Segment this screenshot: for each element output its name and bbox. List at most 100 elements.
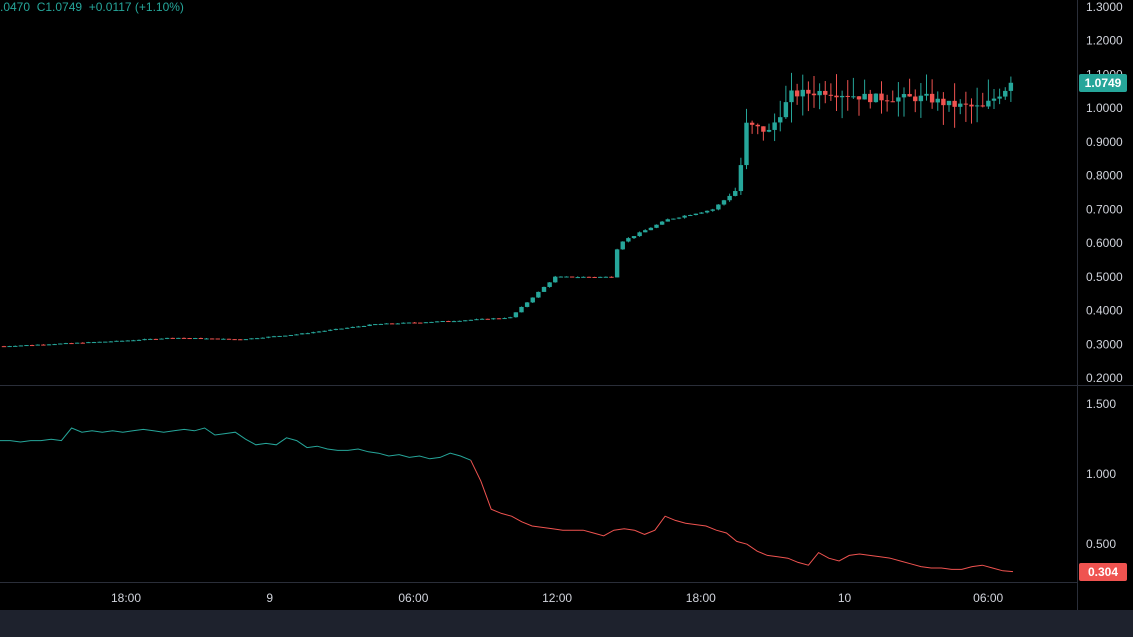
indicator-line-up [0, 427, 471, 461]
candle-body [423, 322, 429, 324]
candle-body [1008, 82, 1014, 91]
candle-body [834, 95, 839, 98]
candle-body [463, 320, 468, 322]
candle-body [406, 322, 412, 324]
bottom-toolbar-strip [0, 610, 1133, 637]
candle-body [440, 321, 445, 323]
candle-body [884, 100, 890, 102]
price-tick-label: 0.4000 [1086, 304, 1123, 318]
candle-body [344, 327, 350, 329]
candle-body [193, 338, 198, 340]
price-tick-label: 0.9000 [1086, 135, 1123, 149]
candle-body [918, 95, 924, 102]
candle-body [609, 276, 614, 278]
candle-body [710, 209, 715, 211]
time-tick-label: 06:00 [398, 591, 428, 605]
candle-body [103, 341, 108, 343]
candle-body [620, 241, 625, 250]
candle-body [7, 346, 12, 348]
candle-body [704, 210, 710, 213]
candle-body [299, 333, 305, 335]
candle-body [69, 343, 74, 345]
candle-body [446, 321, 451, 323]
candle-body [74, 342, 80, 344]
candle-body [159, 338, 164, 340]
candle-body [592, 276, 597, 278]
candle-body [418, 322, 423, 324]
candle-body [451, 321, 457, 323]
candle-body [468, 319, 474, 321]
candle-body [181, 337, 187, 339]
candle-body [536, 291, 541, 298]
candle-body [316, 331, 322, 333]
candle-body [119, 340, 125, 342]
candle-body [839, 95, 845, 98]
candle-body [991, 98, 997, 101]
grid-layer [0, 0, 1133, 610]
price-tick-label: 1.2000 [1086, 34, 1123, 48]
candle-body [974, 105, 980, 107]
candle-body [496, 318, 502, 320]
candle-body [558, 276, 564, 278]
candle-body [643, 230, 648, 233]
time-tick-label: 06:00 [973, 591, 1003, 605]
candle-body [434, 321, 440, 323]
candle-body [963, 103, 969, 105]
candle-body [806, 89, 811, 94]
indicator-axis[interactable]: 0.500 1.000 1.500 [1086, 397, 1116, 551]
candle-body [401, 322, 406, 324]
candle-body [569, 276, 575, 278]
candle-body [665, 219, 670, 222]
time-axis[interactable]: 18:00 9 06:00 12:00 18:00 10 06:00 [111, 591, 1004, 605]
candle-body [738, 165, 744, 192]
candle-body [474, 319, 479, 321]
price-tick-label: 0.8000 [1086, 169, 1123, 183]
candle-body [524, 302, 530, 307]
price-axis[interactable]: 0.2000 0.3000 0.4000 0.5000 0.6000 0.7000 0.80… [1086, 0, 1123, 385]
candle-body [913, 96, 918, 102]
candle-body [862, 93, 867, 100]
candle-body [581, 276, 586, 278]
candle-body [153, 338, 159, 340]
candle-body [209, 338, 215, 340]
candle-body [873, 93, 879, 103]
candle-body [339, 328, 344, 330]
price-tick-label: 0.6000 [1086, 236, 1123, 250]
candle-body [333, 328, 339, 330]
candle-body [856, 96, 862, 100]
candle-body [491, 318, 496, 320]
candle-body [52, 344, 57, 346]
candle-body [811, 93, 817, 96]
candle-body [232, 339, 237, 341]
candle-body [828, 94, 834, 96]
candle-body [929, 93, 935, 103]
candle-body [13, 345, 18, 347]
candle-body [946, 100, 952, 106]
candle-body [80, 342, 85, 344]
candle-body [378, 323, 384, 325]
candle-body [693, 213, 699, 216]
candle-body [350, 326, 355, 328]
candle-body [547, 282, 552, 287]
candle-body [322, 330, 327, 332]
candle-body [164, 337, 170, 339]
candle-body [778, 117, 783, 123]
candle-body [851, 96, 856, 98]
candle-body [198, 338, 204, 340]
time-tick-label: 9 [266, 591, 273, 605]
candle-body [980, 105, 985, 107]
candle-body [508, 317, 513, 319]
candle-body [125, 340, 130, 342]
candle-body [935, 98, 940, 103]
candle-body [91, 342, 97, 344]
candle-body [311, 332, 316, 334]
time-tick-label: 10 [838, 591, 852, 605]
candle-body [41, 344, 46, 346]
candle-body [772, 122, 777, 130]
candle-body [215, 338, 220, 340]
candle-body [294, 334, 299, 336]
candle-body [637, 232, 642, 237]
candle-body [187, 338, 192, 340]
candle-body [879, 93, 884, 101]
